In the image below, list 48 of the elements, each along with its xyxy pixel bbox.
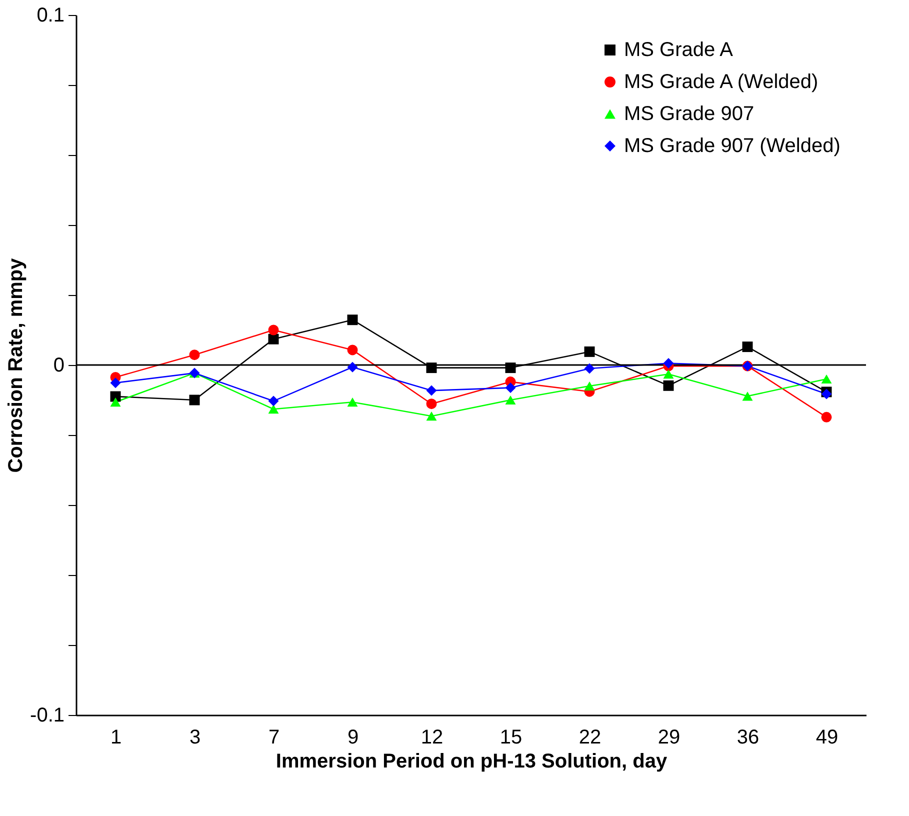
x-tick-label: 49 xyxy=(816,726,838,748)
y-axis-title: Corrosion Rate, mmpy xyxy=(5,257,28,473)
point xyxy=(347,398,358,407)
y-tick-label: 0.1 xyxy=(36,4,64,26)
legend-label: MS Grade 907 (Welded) xyxy=(624,135,840,157)
point xyxy=(663,370,674,379)
point xyxy=(268,396,279,406)
point xyxy=(426,412,437,421)
point xyxy=(505,395,516,405)
point xyxy=(110,398,121,407)
point xyxy=(189,394,200,406)
x-axis-title: Immersion Period on pH-13 Solution, day xyxy=(276,750,668,772)
x-tick-label: 7 xyxy=(268,726,280,748)
x-tick-label: 9 xyxy=(347,726,359,748)
x-tick-label: 36 xyxy=(736,726,760,748)
legend-label: MS Grade 907 xyxy=(624,103,754,125)
x-tick-label: 3 xyxy=(189,726,201,748)
point xyxy=(347,314,358,326)
point xyxy=(268,404,279,414)
point xyxy=(584,363,595,374)
x-tick-label: 29 xyxy=(658,726,680,748)
point xyxy=(268,324,279,336)
point xyxy=(584,346,595,357)
point xyxy=(347,362,358,372)
point xyxy=(110,378,121,388)
y-tick-label: -0.1 xyxy=(30,704,64,726)
point xyxy=(426,362,437,374)
point xyxy=(742,342,753,352)
x-tick-label: 22 xyxy=(578,726,602,748)
point xyxy=(821,374,832,384)
point xyxy=(663,380,674,391)
point xyxy=(584,381,595,391)
legend-label: MS Grade A xyxy=(624,39,734,61)
legend-label: MS Grade A (Welded) xyxy=(624,71,818,93)
point xyxy=(505,362,516,374)
point xyxy=(821,412,832,422)
x-tick-label: 1 xyxy=(110,726,122,748)
x-tick-label: 15 xyxy=(500,726,522,748)
point xyxy=(663,358,674,368)
point xyxy=(189,350,200,360)
point xyxy=(347,344,358,356)
point xyxy=(505,382,516,393)
point xyxy=(426,385,437,396)
point xyxy=(268,334,279,344)
point xyxy=(426,398,437,410)
point xyxy=(742,392,753,401)
y-tick-label: 0 xyxy=(53,354,64,376)
x-tick-label: 12 xyxy=(420,726,444,748)
